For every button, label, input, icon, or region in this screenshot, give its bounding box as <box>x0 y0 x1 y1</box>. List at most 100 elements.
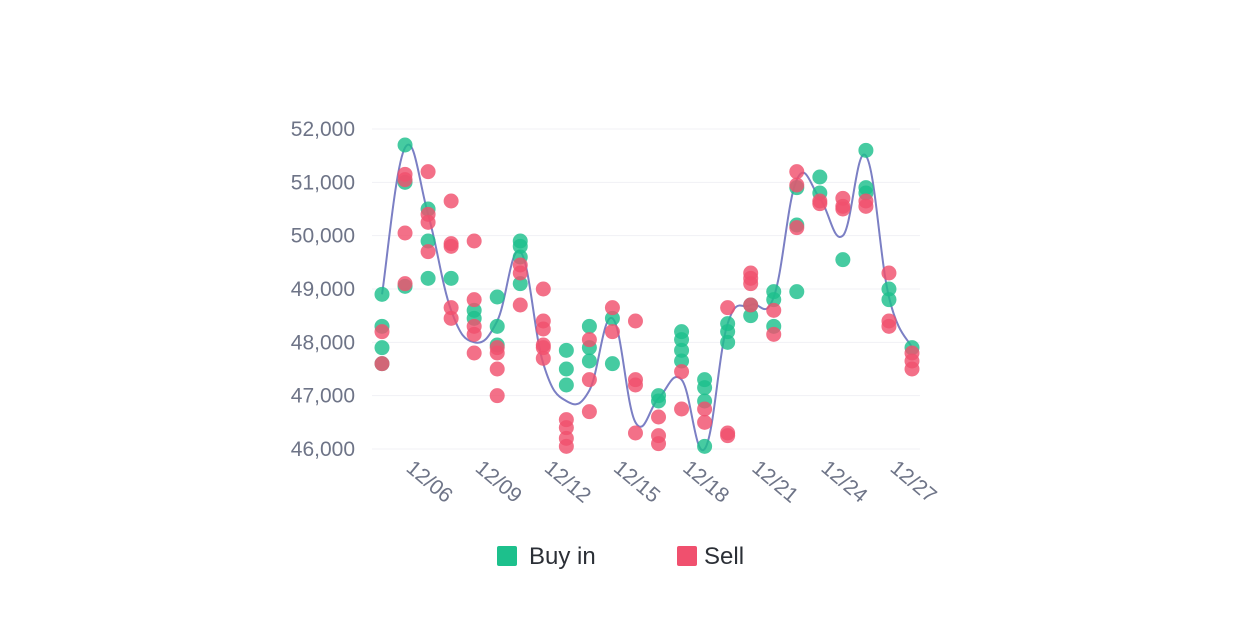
sell-point[interactable] <box>581 372 597 388</box>
buy-in-point[interactable] <box>558 342 574 358</box>
buy-in-point[interactable] <box>489 318 505 334</box>
buy-in-point[interactable] <box>581 318 597 334</box>
sell-point[interactable] <box>835 201 851 217</box>
x-tick-label: 12/24 <box>817 456 872 508</box>
legend[interactable]: Buy in Sell <box>497 543 744 570</box>
buy-in-point[interactable] <box>674 342 690 358</box>
sell-point[interactable] <box>420 244 436 260</box>
buy-in-point[interactable] <box>697 438 713 454</box>
buy-in-point[interactable] <box>858 142 874 158</box>
sell-point[interactable] <box>766 302 782 318</box>
buy-in-point[interactable] <box>558 377 574 393</box>
buy-in-point[interactable] <box>674 332 690 348</box>
sell-point[interactable] <box>904 361 920 377</box>
sell-point[interactable] <box>697 414 713 430</box>
sell-point[interactable] <box>420 214 436 230</box>
sell-point[interactable] <box>397 276 413 292</box>
buy-in-point[interactable] <box>558 361 574 377</box>
sell-point[interactable] <box>374 324 390 340</box>
sell-point[interactable] <box>489 345 505 361</box>
buy-in-point[interactable] <box>789 284 805 300</box>
sell-point[interactable] <box>604 300 620 316</box>
sell-point[interactable] <box>627 377 643 393</box>
sell-point[interactable] <box>812 196 828 212</box>
sell-point[interactable] <box>535 321 551 337</box>
buy-in-point[interactable] <box>420 270 436 286</box>
sell-point[interactable] <box>674 401 690 417</box>
sell-point[interactable] <box>720 428 736 444</box>
buy-in-point[interactable] <box>512 238 528 254</box>
sell-point[interactable] <box>443 310 459 326</box>
buy-in-point[interactable] <box>581 353 597 369</box>
sell-point[interactable] <box>743 276 759 292</box>
sell-point[interactable] <box>466 292 482 308</box>
sell-point[interactable] <box>374 356 390 372</box>
buy-in-point[interactable] <box>512 276 528 292</box>
sell-point[interactable] <box>466 233 482 249</box>
sell-point[interactable] <box>858 198 874 214</box>
sell-point[interactable] <box>581 332 597 348</box>
sell-point[interactable] <box>443 300 459 316</box>
sell-point[interactable] <box>443 238 459 254</box>
buy-in-point[interactable] <box>443 270 459 286</box>
buy-in-point[interactable] <box>812 169 828 185</box>
sell-point[interactable] <box>604 324 620 340</box>
buy-in-point[interactable] <box>651 393 667 409</box>
buy-in-point[interactable] <box>766 292 782 308</box>
sell-point[interactable] <box>466 345 482 361</box>
buy-in-point[interactable] <box>881 292 897 308</box>
buy-in-point[interactable] <box>720 334 736 350</box>
sell-point[interactable] <box>512 297 528 313</box>
sell-point[interactable] <box>881 318 897 334</box>
data-points-layer <box>374 137 920 454</box>
buy-in-point[interactable] <box>397 137 413 153</box>
sell-point[interactable] <box>627 425 643 441</box>
legend-item-buy-in[interactable]: Buy in <box>497 543 596 570</box>
sell-point[interactable] <box>789 220 805 236</box>
buy-in-point[interactable] <box>697 380 713 396</box>
sell-point[interactable] <box>558 420 574 436</box>
sell-point[interactable] <box>697 401 713 417</box>
sell-point[interactable] <box>535 340 551 356</box>
legend-item-sell[interactable]: Sell <box>677 543 744 570</box>
sell-point[interactable] <box>535 281 551 297</box>
x-tick-label: 12/12 <box>540 456 595 507</box>
sell-point[interactable] <box>535 350 551 366</box>
sell-point[interactable] <box>558 438 574 454</box>
sell-point[interactable] <box>720 300 736 316</box>
sell-point[interactable] <box>881 265 897 281</box>
buy-in-point[interactable] <box>604 310 620 326</box>
legend-label: Sell <box>704 543 744 570</box>
sell-point[interactable] <box>743 297 759 313</box>
buy-in-point[interactable] <box>489 289 505 305</box>
sell-point[interactable] <box>443 193 459 209</box>
sell-point[interactable] <box>512 265 528 281</box>
sell-point[interactable] <box>766 326 782 342</box>
sell-point[interactable] <box>466 326 482 342</box>
sell-point[interactable] <box>397 172 413 188</box>
legend-label: Buy in <box>529 543 596 570</box>
sell-point[interactable] <box>420 164 436 180</box>
sell-point[interactable] <box>651 409 667 425</box>
sell-point[interactable] <box>489 361 505 377</box>
sell-point[interactable] <box>489 388 505 404</box>
y-tick-label: 50,000 <box>291 225 355 248</box>
buy-in-point[interactable] <box>604 356 620 372</box>
sell-point[interactable] <box>581 404 597 420</box>
sell-point[interactable] <box>651 436 667 452</box>
buy-in-point[interactable] <box>720 324 736 340</box>
sell-point[interactable] <box>397 225 413 241</box>
sell-point[interactable] <box>674 364 690 380</box>
buy-in-point[interactable] <box>743 308 759 324</box>
buy-in-point[interactable] <box>374 286 390 302</box>
buy-in-point[interactable] <box>881 281 897 297</box>
sell-point[interactable] <box>627 313 643 329</box>
sell-point[interactable] <box>789 164 805 180</box>
buy-in-point[interactable] <box>674 353 690 369</box>
buy-in-point[interactable] <box>374 340 390 356</box>
buy-in-point[interactable] <box>420 233 436 249</box>
sell-point[interactable] <box>789 177 805 193</box>
series-buy-in <box>374 137 920 454</box>
buy-in-point[interactable] <box>835 252 851 268</box>
